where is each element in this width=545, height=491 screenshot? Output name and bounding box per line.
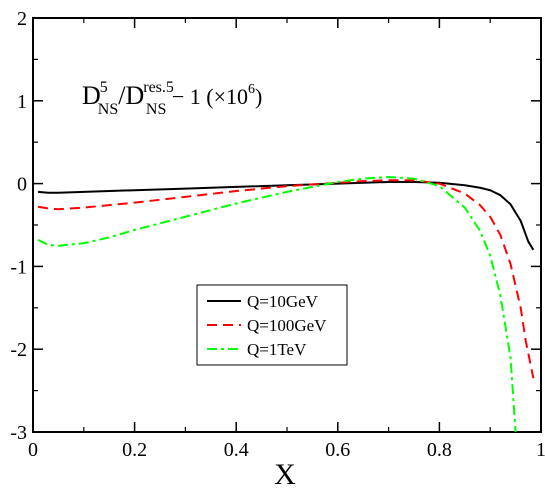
legend: Q=10GeV Q=100GeV Q=1TeV — [196, 284, 348, 366]
x-tick-label: 0.6 — [325, 439, 350, 461]
y-tick-label: -1 — [10, 256, 27, 278]
x-tick-label: 1 — [536, 439, 545, 461]
y-tick-label: -2 — [10, 339, 27, 361]
legend-label: Q=1TeV — [247, 340, 307, 359]
legend-label: Q=100GeV — [247, 316, 327, 335]
x-tick-label: 0.2 — [122, 439, 147, 461]
y-tick-label: 0 — [17, 174, 27, 196]
chart-annotation: D5 NS/Dres.5 NS − 1 (×106) — [82, 79, 262, 118]
plot-area — [32, 17, 542, 433]
ticks-layer: 0 0.2 0.4 0.6 0.8 1 -3 -2 -1 0 1 2 — [10, 8, 545, 461]
series-line-q-100gev — [37, 179, 535, 379]
x-tick-label: 0.8 — [427, 439, 452, 461]
y-tick-label: 1 — [17, 91, 27, 113]
x-tick-label: 0.4 — [224, 439, 249, 461]
x-axis-title: X — [274, 458, 296, 491]
legend-label: Q=10GeV — [247, 292, 319, 311]
legend-box — [196, 284, 348, 366]
series-line-q-1tev — [37, 175, 517, 433]
plot-frame — [32, 17, 542, 433]
y-tick-label: 2 — [17, 8, 27, 30]
x-tick-label: 0 — [28, 439, 38, 461]
series-layer — [37, 175, 535, 433]
y-tick-label: -3 — [10, 422, 27, 444]
series-line-q-10gev — [37, 180, 535, 251]
